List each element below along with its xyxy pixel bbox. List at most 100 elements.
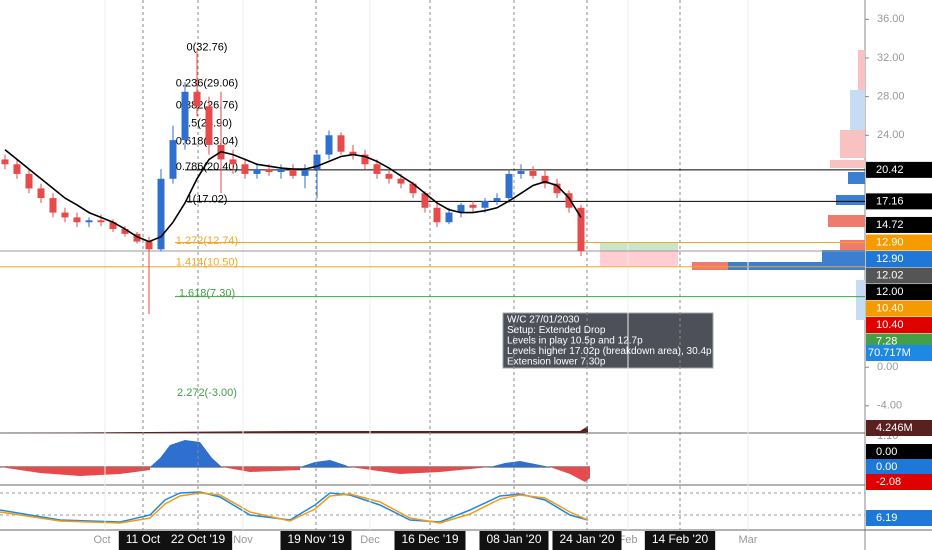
candle-body: [541, 175, 549, 184]
pane-badge: [866, 474, 932, 490]
candle-body: [157, 178, 165, 250]
price-badge: [866, 234, 932, 251]
candle-body: [469, 204, 477, 208]
candle-body: [193, 91, 201, 107]
annotation-line: Extension lower 7.30p: [507, 357, 606, 368]
y-tick-label: 0.00: [877, 361, 898, 373]
candle-body: [493, 198, 501, 201]
candle-body: [565, 193, 573, 208]
x-date-badge: [479, 531, 549, 550]
price-badge-label: 12.00: [876, 286, 904, 298]
macd-histogram: [0, 467, 590, 482]
x-date-badge: [163, 531, 233, 550]
candle-body: [289, 169, 297, 176]
candle-body: [85, 220, 93, 223]
pane-badge-label: 0.00: [876, 461, 897, 473]
price-badge-label: 17.16: [876, 195, 904, 207]
x-date-label: 22 Oct '19: [171, 532, 226, 546]
pane-badge: [866, 444, 932, 460]
fib-label: 1(17.02): [187, 194, 228, 206]
price-badge: [866, 251, 932, 268]
fib-label: 1.414(10.50): [176, 257, 238, 269]
stop-zone: [600, 250, 678, 266]
target-zone: [600, 242, 678, 250]
price-badge: [866, 284, 932, 301]
volume-profile-bar: [828, 215, 865, 227]
fib-label: 2.272(-3.00): [177, 387, 237, 399]
candle-body: [277, 169, 285, 172]
volume-profile-bar: [850, 90, 865, 130]
fib-label: 0.236(29.06): [176, 77, 238, 89]
volume-profile-bar: [830, 160, 865, 168]
pane-badge-label: 6.19: [876, 512, 897, 524]
x-month-label: Nov: [233, 534, 253, 546]
annotation-box: [502, 312, 714, 369]
price-badge: [866, 161, 932, 178]
candle-body: [73, 217, 81, 223]
y-tick-label: 24.00: [877, 129, 905, 141]
moving-average: [4, 149, 582, 243]
x-date-badge: [552, 531, 622, 550]
candle-body: [1, 159, 9, 165]
candle-body: [145, 241, 153, 250]
pane-badge-label: 4.246M: [876, 422, 913, 434]
annotation-line: Levels in play 10.5p and 12.7p: [507, 336, 643, 347]
price-badge-label: 10.40: [876, 302, 904, 314]
candle-body: [385, 173, 393, 179]
candle-body: [529, 171, 537, 176]
candle-body: [409, 183, 417, 194]
x-month-label: Oct: [93, 534, 110, 546]
price-badge: [866, 193, 932, 210]
volume-profile-bar: [840, 130, 865, 158]
price-badge-label: 12.90: [876, 236, 904, 248]
candle-body: [553, 183, 561, 194]
pane-badge: [866, 459, 932, 475]
stoch-d: [0, 492, 589, 524]
candle-body: [337, 135, 345, 152]
volume-profile-bar: [848, 172, 865, 184]
volume-profile-bar: [728, 262, 865, 270]
candle-body: [481, 200, 489, 208]
price-badge-label: 12.02: [876, 269, 904, 281]
price-badge-label: 14.72: [876, 219, 904, 231]
x-month-label: Feb: [619, 534, 638, 546]
x-month-label: Mar: [739, 534, 758, 546]
volume-profile-bar: [822, 250, 865, 262]
pane-badge: [866, 345, 932, 361]
candle-body: [325, 135, 333, 155]
candle-body: [577, 207, 585, 252]
price-badge: [866, 216, 932, 233]
candle-body: [397, 178, 405, 184]
candle-body: [25, 173, 33, 189]
volume-area: [0, 426, 588, 433]
candle-body: [205, 106, 213, 145]
pane-badge: [866, 510, 932, 526]
candle-body: [49, 198, 57, 213]
x-date-label: 19 Nov '19: [288, 532, 345, 546]
y-tick-label: 28.00: [877, 91, 905, 103]
x-date-label: 14 Feb '20: [652, 532, 709, 546]
candle-body: [433, 207, 441, 223]
candle-body: [61, 212, 69, 218]
x-date-badge: [280, 531, 352, 550]
annotation-line: Setup: Extended Drop: [507, 325, 606, 336]
candle-body: [253, 169, 261, 174]
fib-label: 0.786(20.40): [176, 161, 238, 173]
candle-body: [241, 164, 249, 174]
pane-badge: [866, 420, 932, 436]
fib-label: 0.382(26.76): [176, 100, 238, 112]
volume-profile-bar: [856, 280, 865, 320]
price-badge-label: 10.40: [876, 319, 904, 331]
volume-profile-bar: [858, 50, 865, 90]
candle-body: [121, 229, 129, 234]
annotation-line: W/C 27/01/2030: [507, 315, 580, 326]
y-tick-label: 36.00: [877, 13, 905, 25]
candle-body: [517, 171, 525, 174]
x-date-badge: [118, 531, 168, 550]
pane-badge-label: -2.08: [876, 476, 901, 488]
x-date-badge: [644, 531, 716, 550]
price-badge-label: 12.90: [876, 253, 904, 265]
candle-body: [229, 159, 237, 165]
candle-body: [37, 188, 45, 199]
